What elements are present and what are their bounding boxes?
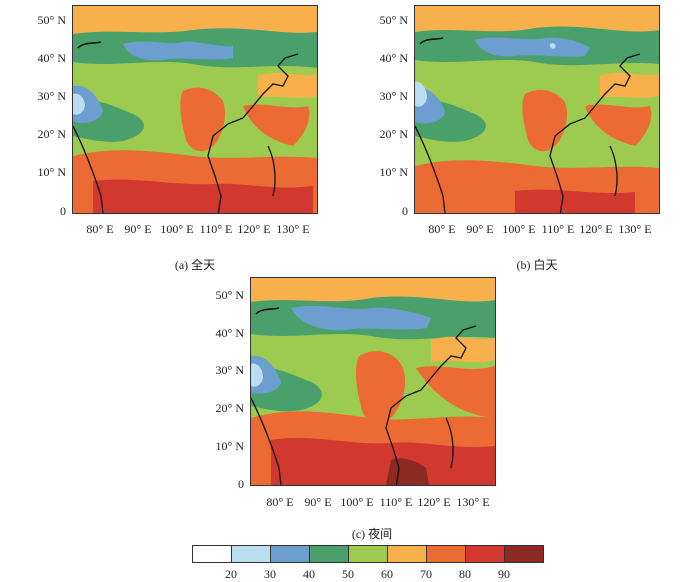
lon-label: 90° E [304, 495, 332, 509]
lat-label: 40° N [215, 326, 244, 340]
lat-label: 10° N [215, 439, 244, 453]
lon-label: 110° E [199, 222, 233, 236]
legend-label: 30 [264, 567, 276, 581]
lat-label: 30° N [215, 363, 244, 377]
lat-label: 30° N [379, 89, 408, 103]
panel-caption: (b) 白天 [516, 258, 558, 272]
legend-label: 70 [420, 567, 432, 581]
lon-label: 110° E [541, 222, 575, 236]
lat-label: 10° N [37, 165, 66, 179]
lat-label: 20° N [379, 127, 408, 141]
lon-label: 100° E [160, 222, 194, 236]
lat-label: 50° N [37, 13, 66, 27]
legend-label: 60 [381, 567, 393, 581]
lon-label: 120° E [237, 222, 271, 236]
legend-swatch [387, 545, 427, 563]
lat-label: 20° N [37, 127, 66, 141]
lon-label: 100° E [340, 495, 374, 509]
legend-label: 40 [303, 567, 315, 581]
lon-label: 80° E [428, 222, 456, 236]
lat-label: 40° N [37, 51, 66, 65]
panel-caption: (a) 全天 [174, 258, 216, 272]
lon-label: 120° E [417, 495, 451, 509]
lon-label: 130° E [456, 495, 490, 509]
lat-label: 40° N [379, 51, 408, 65]
legend-swatch [504, 545, 544, 563]
map-c [250, 277, 496, 486]
legend-swatch [426, 545, 466, 563]
legend-swatch [309, 545, 349, 563]
lon-label: 120° E [579, 222, 613, 236]
lat-label: 0 [238, 477, 244, 491]
legend-swatch [192, 545, 232, 563]
lat-label: 50° N [215, 288, 244, 302]
lon-label: 100° E [502, 222, 536, 236]
legend-label: 80 [459, 567, 471, 581]
lon-label: 90° E [124, 222, 152, 236]
lat-label: 0 [402, 204, 408, 218]
lon-label: 80° E [266, 495, 294, 509]
legend-swatch [270, 545, 310, 563]
map-a [72, 5, 318, 214]
legend-swatch [348, 545, 388, 563]
lat-label: 20° N [215, 401, 244, 415]
lat-label: 30° N [37, 89, 66, 103]
legend-label: 90 [498, 567, 510, 581]
lat-label: 10° N [379, 165, 408, 179]
legend-swatch [465, 545, 505, 563]
lon-label: 130° E [618, 222, 652, 236]
lon-label: 80° E [86, 222, 114, 236]
legend-swatch [231, 545, 271, 563]
panel-caption: (c) 夜间 [351, 527, 393, 541]
map-b [414, 5, 660, 214]
lat-label: 50° N [379, 13, 408, 27]
lon-label: 90° E [466, 222, 494, 236]
legend-label: 20 [225, 567, 237, 581]
lat-label: 0 [60, 204, 66, 218]
lon-label: 110° E [379, 495, 413, 509]
lon-label: 130° E [276, 222, 310, 236]
legend-label: 50 [342, 567, 354, 581]
